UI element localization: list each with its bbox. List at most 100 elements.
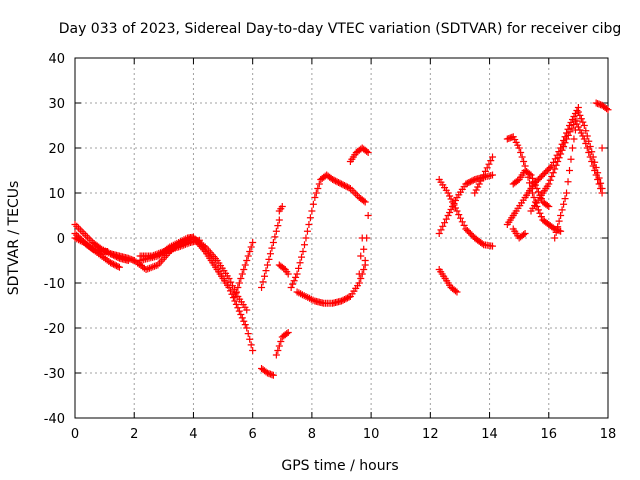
data-point xyxy=(453,207,461,215)
data-point xyxy=(472,186,480,194)
data-point xyxy=(455,211,463,219)
data-point xyxy=(183,240,191,248)
data-point xyxy=(561,139,569,147)
data-point xyxy=(275,342,283,350)
data-point xyxy=(563,189,571,197)
data-point xyxy=(360,245,368,253)
data-point xyxy=(299,248,307,255)
series-track-03 xyxy=(71,234,112,255)
data-point xyxy=(180,241,188,249)
data-point xyxy=(452,204,460,212)
data-point xyxy=(80,230,88,237)
series-track-17 xyxy=(346,144,372,165)
y-tick-label: 10 xyxy=(48,187,65,202)
y-tick-label: -30 xyxy=(44,367,65,382)
data-point xyxy=(363,147,371,155)
data-point xyxy=(298,253,306,261)
data-point xyxy=(551,165,559,173)
data-point xyxy=(240,317,248,325)
data-point xyxy=(149,263,157,271)
data-point xyxy=(561,195,569,203)
data-point xyxy=(450,201,458,209)
data-point xyxy=(78,228,86,236)
data-point xyxy=(568,116,576,123)
data-point xyxy=(158,248,166,256)
data-point xyxy=(583,132,591,140)
data-point xyxy=(249,239,257,246)
data-point xyxy=(287,284,295,291)
data-points xyxy=(71,99,612,379)
data-point xyxy=(181,240,189,248)
data-point xyxy=(446,192,454,200)
data-point xyxy=(278,203,286,210)
data-point xyxy=(444,212,452,219)
data-point xyxy=(262,267,270,275)
data-point xyxy=(478,174,486,182)
data-point xyxy=(595,174,603,182)
x-tick-label: 18 xyxy=(600,427,617,442)
data-point xyxy=(465,179,473,186)
data-point xyxy=(574,123,582,131)
data-point xyxy=(284,270,292,278)
data-point xyxy=(114,263,122,270)
data-point xyxy=(526,179,534,187)
data-point xyxy=(155,249,163,257)
data-point xyxy=(515,144,523,152)
data-point xyxy=(263,261,271,269)
data-point xyxy=(548,173,556,180)
data-point xyxy=(566,167,574,174)
data-point xyxy=(582,127,590,135)
data-point xyxy=(343,294,351,302)
data-point xyxy=(109,260,117,268)
data-point xyxy=(292,273,300,281)
data-point xyxy=(360,266,368,273)
data-point xyxy=(452,287,460,295)
data-point xyxy=(466,178,474,186)
data-point xyxy=(555,217,563,225)
data-point xyxy=(591,158,599,166)
data-point xyxy=(280,264,288,272)
data-point xyxy=(598,185,606,192)
data-point xyxy=(588,148,596,156)
data-point xyxy=(225,284,233,291)
data-point xyxy=(543,201,551,209)
data-point xyxy=(275,216,283,224)
data-point xyxy=(545,180,553,188)
x-tick-label: 14 xyxy=(481,427,498,442)
data-point xyxy=(308,207,316,215)
data-point xyxy=(235,307,243,315)
data-point xyxy=(261,272,269,280)
data-point xyxy=(583,144,591,152)
data-point xyxy=(594,176,602,183)
data-point xyxy=(552,228,560,236)
data-point xyxy=(274,347,282,354)
data-point xyxy=(468,231,476,239)
data-point xyxy=(537,173,545,180)
data-point xyxy=(357,252,365,260)
data-point xyxy=(577,115,585,123)
data-point xyxy=(594,169,602,177)
y-tick-label: -20 xyxy=(44,322,65,337)
data-point xyxy=(560,143,568,150)
data-point xyxy=(573,107,581,114)
data-point xyxy=(530,194,538,201)
data-point xyxy=(225,275,233,282)
data-point xyxy=(554,223,562,231)
data-point xyxy=(258,284,266,291)
data-point xyxy=(579,118,587,126)
x-tick-label: 12 xyxy=(422,427,439,442)
data-point xyxy=(333,178,341,186)
data-point xyxy=(340,182,348,189)
data-point xyxy=(580,135,588,143)
data-point xyxy=(151,251,159,259)
data-point xyxy=(237,275,245,282)
data-point xyxy=(238,270,246,278)
data-point xyxy=(360,197,368,205)
data-point xyxy=(471,189,479,197)
data-point xyxy=(567,155,575,163)
data-point xyxy=(338,297,345,305)
x-tick-label: 16 xyxy=(541,427,558,442)
data-point xyxy=(247,243,255,251)
data-point xyxy=(460,221,468,229)
data-point xyxy=(604,106,612,114)
